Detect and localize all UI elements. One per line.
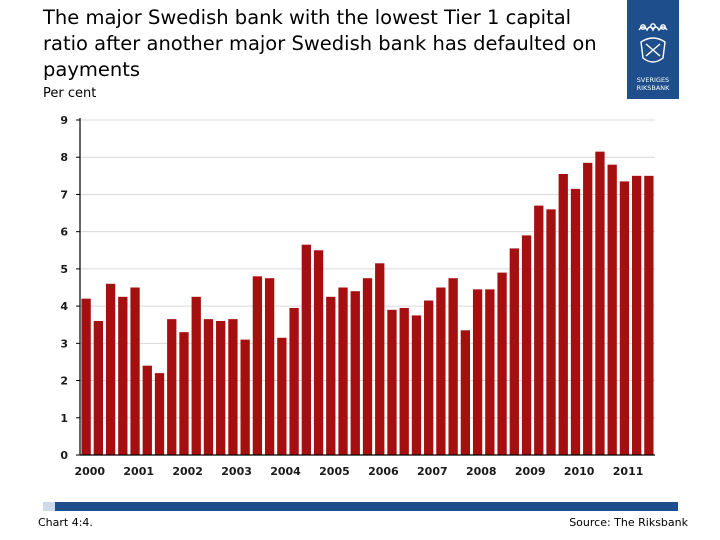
bar	[81, 298, 91, 455]
bar	[534, 205, 544, 455]
bar	[203, 319, 214, 455]
bar	[399, 307, 409, 455]
bar	[595, 151, 605, 455]
bar	[326, 296, 336, 455]
riksbank-logo: SVERIGES RIKSBANK	[627, 0, 679, 99]
y-tick-label: 5	[60, 263, 68, 276]
bar	[252, 276, 263, 455]
bar	[509, 248, 519, 455]
bar	[619, 181, 630, 455]
y-tick-label: 1	[60, 412, 68, 425]
bar	[497, 272, 507, 455]
bar	[142, 365, 152, 455]
bar	[313, 250, 324, 455]
bar	[130, 287, 140, 455]
bar	[375, 263, 385, 455]
y-axis-unit-label: Per cent	[43, 86, 97, 101]
y-tick-label: 6	[60, 226, 68, 239]
bars	[81, 151, 654, 456]
bar	[546, 209, 556, 455]
y-tick-label: 0	[60, 449, 68, 462]
y-tick-label: 8	[60, 151, 68, 164]
bar	[436, 287, 446, 455]
bar	[338, 287, 348, 455]
y-tick-label: 3	[60, 337, 68, 350]
bar	[411, 315, 422, 455]
bar	[179, 332, 189, 455]
logo-text-line2: RIKSBANK	[637, 84, 671, 92]
x-tick-label: 2009	[515, 465, 546, 478]
crown-emblem-icon: SVERIGES RIKSBANK	[637, 23, 671, 92]
bar	[350, 291, 360, 455]
bar	[387, 309, 397, 455]
bar	[570, 188, 581, 455]
bar	[472, 289, 483, 455]
y-tick-label: 4	[60, 300, 68, 313]
x-tick-label: 2005	[319, 465, 350, 478]
y-tick-labels: 0 1 2 3 4 5 6 7 8 9	[60, 114, 68, 462]
bar	[277, 337, 287, 455]
x-tick-label: 2001	[123, 465, 154, 478]
bar	[289, 307, 299, 455]
x-tick-label: 2004	[270, 465, 301, 478]
bar	[301, 244, 311, 455]
bar	[228, 319, 238, 455]
bar	[521, 235, 532, 455]
bar	[118, 296, 128, 455]
x-tick-label: 2000	[74, 465, 105, 478]
bar	[362, 278, 373, 455]
y-tick-label: 7	[60, 188, 68, 201]
x-tick-label: 2002	[172, 465, 203, 478]
bar	[264, 278, 275, 455]
bar	[607, 164, 617, 455]
y-tick-label: 9	[60, 114, 68, 127]
x-tick-label: 2003	[221, 465, 252, 478]
y-tick-label: 2	[60, 375, 68, 388]
chart-number: Chart 4:4.	[38, 516, 93, 529]
bar	[558, 173, 568, 455]
bar	[485, 289, 495, 455]
bar	[460, 330, 471, 455]
x-tick-label: 2011	[613, 465, 644, 478]
bar	[191, 296, 201, 455]
bar	[93, 321, 103, 455]
bar	[424, 300, 434, 455]
bar	[240, 339, 250, 455]
footer-bar	[43, 502, 678, 511]
x-tick-label: 2007	[417, 465, 448, 478]
bar	[154, 373, 165, 455]
bar	[644, 175, 654, 456]
footer-bar-notch	[43, 502, 55, 511]
bar	[632, 175, 642, 456]
bar	[105, 283, 116, 455]
x-tick-label: 2008	[466, 465, 497, 478]
x-tick-labels: 2000 2001 2002 2003 2004 2005 2006 2007 2008 2009…	[74, 465, 643, 478]
x-tick-label: 2006	[368, 465, 399, 478]
x-tick-label: 2010	[564, 465, 595, 478]
chart-title: The major Swedish bank with the lowest T…	[43, 6, 597, 81]
source-note: Source: The Riksbank	[569, 516, 688, 529]
bar	[216, 321, 226, 455]
logo-text-line1: SVERIGES	[637, 76, 669, 84]
bar	[448, 278, 458, 455]
bar	[167, 319, 177, 455]
axes	[76, 118, 655, 456]
bar	[583, 162, 593, 456]
